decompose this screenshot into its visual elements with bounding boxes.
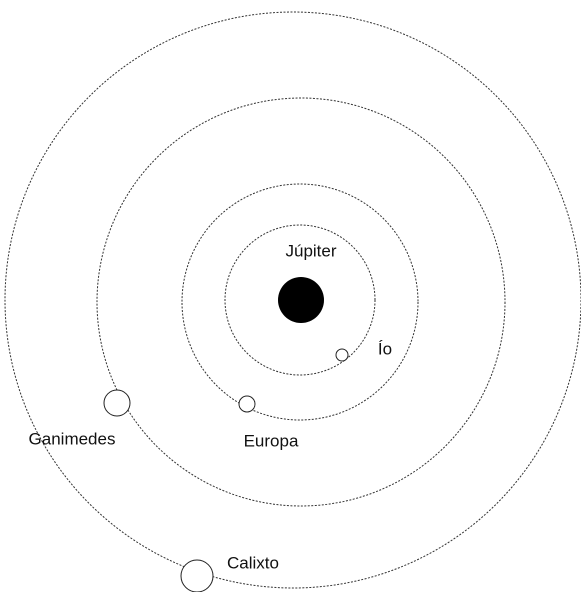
ganimedes-label: Ganimedes (29, 429, 116, 448)
europa-orbit (181, 183, 419, 421)
jupiter-label: Júpiter (285, 241, 336, 260)
calixto-orbit (4, 11, 581, 589)
io (335, 348, 349, 362)
ganimedes-orbit (96, 97, 506, 507)
io-orbit (224, 224, 376, 376)
europa-label: Europa (244, 431, 299, 450)
jupiter (278, 277, 324, 323)
calixto (180, 559, 214, 592)
europa (238, 395, 256, 413)
io-label: Ío (378, 339, 392, 358)
ganimedes (103, 389, 131, 417)
calixto-label: Calixto (227, 553, 279, 572)
